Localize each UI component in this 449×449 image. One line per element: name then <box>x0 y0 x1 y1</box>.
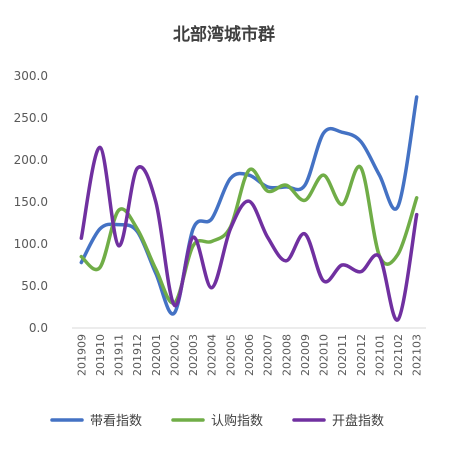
x-tick-label: 202002 <box>168 334 181 376</box>
legend-label: 开盘指数 <box>332 413 384 429</box>
x-tick-label: 202005 <box>224 334 237 376</box>
x-tick-label: 202101 <box>373 334 386 376</box>
x-tick-label: 201911 <box>113 334 126 376</box>
x-tick-label: 202004 <box>206 334 219 376</box>
subscription-index-line <box>79 164 419 305</box>
legend-label: 认购指数 <box>211 413 263 429</box>
x-tick-label: 202102 <box>392 334 405 376</box>
x-tick-label: 201909 <box>75 334 88 376</box>
y-tick-label: 0.0 <box>29 321 48 335</box>
y-tick-label: 300.0 <box>14 69 48 83</box>
x-tick-label: 202008 <box>280 334 293 376</box>
series-group <box>79 95 419 322</box>
x-tick-label: 202001 <box>150 334 163 376</box>
chart-title: 北部湾城市群 <box>173 24 275 45</box>
y-tick-label: 150.0 <box>14 195 48 209</box>
x-tick-label: 202011 <box>336 334 349 376</box>
x-tick-label: 202012 <box>355 334 368 376</box>
x-tick-label: 202010 <box>318 334 331 376</box>
x-tick-label: 202009 <box>299 334 312 376</box>
y-axis: 0.0 50.0 100.0 150.0 200.0 250.0 300.0 <box>14 69 48 335</box>
y-tick-label: 200.0 <box>14 153 48 167</box>
x-tick-label: 202003 <box>187 334 200 376</box>
x-tick-label: 201912 <box>131 334 144 376</box>
views-index-line <box>79 95 419 316</box>
y-tick-label: 50.0 <box>21 279 48 293</box>
x-axis: 201909 201910 201911 201912 202001 202002 2020… <box>75 334 423 376</box>
x-tick-label: 202103 <box>411 334 424 376</box>
y-tick-label: 100.0 <box>14 237 48 251</box>
x-tick-label: 202006 <box>243 334 256 376</box>
legend-label: 带看指数 <box>90 413 142 429</box>
legend: 带看指数 认购指数 开盘指数 <box>50 413 384 429</box>
y-tick-label: 250.0 <box>14 111 48 125</box>
x-tick-label: 202007 <box>262 334 275 376</box>
opening-index-line <box>79 145 419 322</box>
x-tick-label: 201910 <box>94 334 107 376</box>
